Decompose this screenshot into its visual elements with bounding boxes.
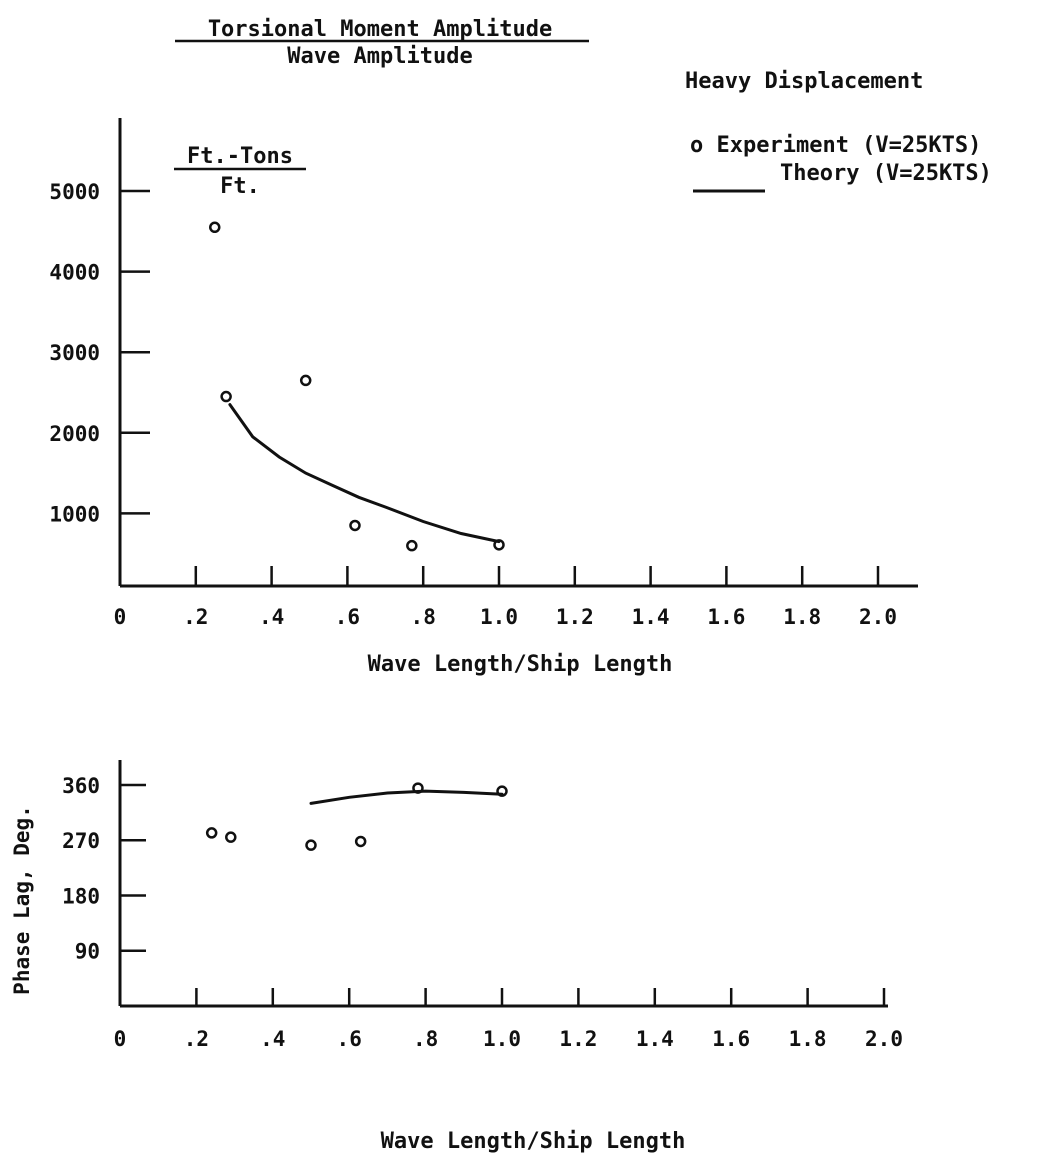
units-numerator: Ft.-Tons — [187, 144, 293, 169]
bottom-x-tick-label: .6 — [337, 1027, 362, 1051]
bottom-x-tick-label: 1.2 — [559, 1027, 597, 1051]
bottom-experiment-point — [354, 835, 367, 848]
top-x-tick-label: 1.2 — [556, 605, 594, 629]
top-x-tick-label: 1.8 — [783, 605, 821, 629]
bottom-x-axis-label: Wave Length/Ship Length — [381, 1129, 686, 1154]
bottom-x-tick-label: .4 — [260, 1027, 285, 1051]
bottom-x-tick-label: 1.6 — [712, 1027, 750, 1051]
top-experiment-point — [209, 221, 221, 234]
top-x-tick-label: 1.0 — [480, 605, 518, 629]
heading-denominator: Wave Amplitude — [287, 44, 472, 69]
bottom-x-tick-label: 0 — [114, 1027, 127, 1051]
units-denominator: Ft. — [220, 174, 260, 199]
top-y-tick-label: 1000 — [49, 502, 100, 526]
top-x-tick-label: .2 — [183, 605, 208, 629]
condition-label: Heavy Displacement — [685, 69, 923, 94]
top-x-tick-label: .8 — [411, 605, 436, 629]
torsional-moment-chart: 0 .2 .4 .6 .8 1.0 1.2 1.4 1.6 1.8 2.0 5000 4000 3000 2… — [49, 118, 918, 677]
bottom-experiment-point — [205, 827, 218, 839]
bottom-y-tick-label: 180 — [62, 884, 100, 908]
bottom-x-tick-label: 1.4 — [636, 1027, 674, 1051]
top-x-tick-label: .6 — [335, 605, 360, 629]
phase-lag-chart: 0 .2 .4 .6 .8 1.0 1.2 1.4 1.6 1.8 2.0 360 270 180 90 W… — [10, 760, 903, 1154]
top-x-tick-label: 2.0 — [859, 605, 897, 629]
top-x-axis-label: Wave Length/Ship Length — [368, 652, 673, 677]
top-experiment-point — [406, 539, 418, 552]
top-x-tick-label: .4 — [259, 605, 284, 629]
bottom-theory-curve — [309, 789, 504, 805]
top-experiment-point — [299, 374, 312, 387]
legend-experiment: o Experiment (V=25KTS) — [690, 133, 981, 158]
top-x-tick-label: 1.6 — [707, 605, 745, 629]
top-experiment-point — [220, 390, 232, 403]
bottom-y-tick-label: 270 — [62, 829, 100, 853]
bottom-x-tick-label: .8 — [413, 1027, 438, 1051]
bottom-experiment-point — [225, 831, 237, 843]
top-y-tick-label: 2000 — [49, 422, 100, 446]
bottom-experiment-point — [305, 839, 317, 851]
top-y-tick-label: 3000 — [49, 341, 100, 365]
bottom-y-tick-label: 90 — [75, 940, 100, 964]
bottom-y-axis-label: Phase Lag, Deg. — [10, 805, 34, 995]
bottom-x-tick-label: 2.0 — [865, 1027, 903, 1051]
legend-theory: Theory (V=25KTS) — [780, 161, 992, 186]
top-x-tick-label: 0 — [114, 605, 127, 629]
bottom-y-tick-label: 360 — [62, 774, 100, 798]
top-theory-curve — [228, 403, 501, 544]
top-y-tick-label: 4000 — [49, 261, 100, 285]
legend: o Experiment (V=25KTS) Theory (V=25KTS) — [690, 133, 992, 193]
top-y-tick-label: 5000 — [49, 180, 100, 204]
bottom-chart-marks: 0 .2 .4 .6 .8 1.0 1.2 1.4 1.6 1.8 2.0 360 270 180 90 — [62, 774, 903, 1051]
top-chart-marks: 0 .2 .4 .6 .8 1.0 1.2 1.4 1.6 1.8 2.0 5000 4000 3000 2… — [49, 180, 897, 629]
top-experiment-point — [349, 519, 361, 532]
top-x-tick-label: 1.4 — [632, 605, 670, 629]
heading-numerator: Torsional Moment Amplitude — [208, 17, 552, 42]
bottom-x-tick-label: .2 — [184, 1027, 209, 1051]
bottom-x-tick-label: 1.8 — [789, 1027, 827, 1051]
bottom-x-tick-label: 1.0 — [483, 1027, 521, 1051]
